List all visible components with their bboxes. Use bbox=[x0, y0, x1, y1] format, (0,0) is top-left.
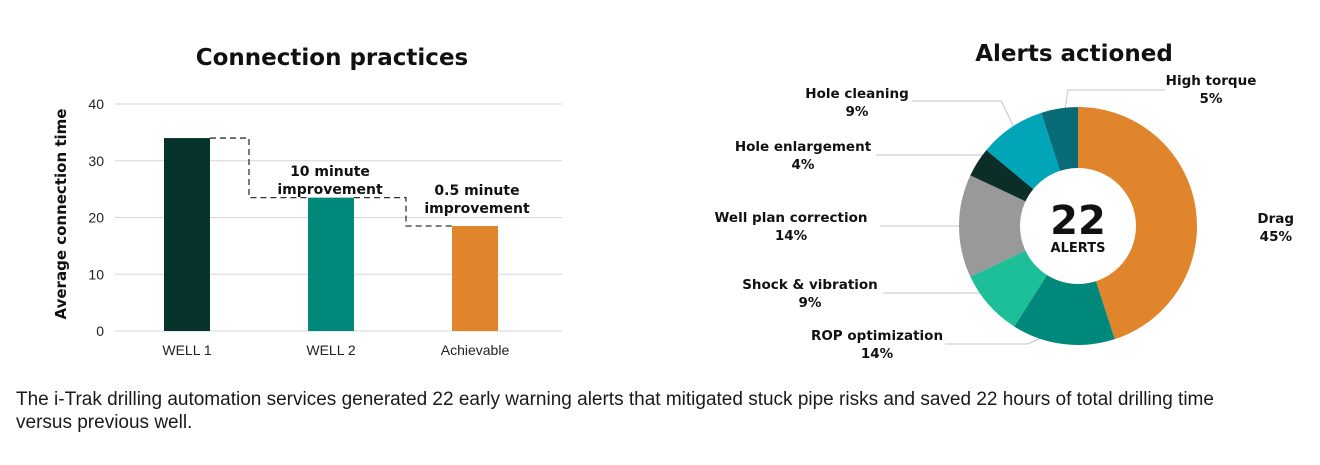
connection-practices-chart: Connection practices Average connection … bbox=[52, 45, 562, 358]
slice-label-pct: 45% bbox=[1260, 229, 1293, 245]
slice-label-name: Shock & vibration bbox=[742, 277, 878, 293]
annotation-1-line1: 10 minute bbox=[290, 164, 370, 180]
improvement-dashed-lines bbox=[210, 137, 452, 227]
y-tick-label: 30 bbox=[88, 153, 104, 169]
slice-label-name: Hole enlargement bbox=[735, 139, 872, 155]
bar-well-2 bbox=[308, 197, 354, 331]
bar-chart-title: Connection practices bbox=[196, 45, 469, 71]
slice-label-pct: 14% bbox=[861, 346, 894, 362]
y-tick-label: 10 bbox=[88, 266, 104, 282]
slice-rop-optimization bbox=[1014, 226, 1115, 346]
bar-series bbox=[164, 138, 498, 331]
bar-x-ticks: WELL 1 WELL 2 Achievable bbox=[162, 342, 509, 358]
donut-chart-title: Alerts actioned bbox=[975, 41, 1173, 67]
slice-drag bbox=[1078, 107, 1198, 340]
slice-label-pct: 5% bbox=[1200, 91, 1223, 107]
donut-center-value: 22 bbox=[1050, 198, 1106, 244]
slice-label-pct: 14% bbox=[775, 228, 808, 244]
x-tick-label: WELL 2 bbox=[306, 342, 355, 358]
y-tick-label: 40 bbox=[88, 96, 104, 112]
slice-label-pct: 9% bbox=[799, 295, 822, 311]
caption: The i-Trak drilling automation services … bbox=[16, 389, 1214, 433]
annotation-2-line1: 0.5 minute bbox=[434, 183, 519, 199]
slice-label-name: Well plan correction bbox=[715, 210, 868, 226]
x-tick-label: WELL 1 bbox=[162, 342, 211, 358]
alerts-actioned-chart: Alerts actioned 22 ALERTS Drag 45% ROP opt… bbox=[715, 41, 1294, 362]
slice-well-plan-correction bbox=[958, 175, 1078, 277]
annotation-2-line2: improvement bbox=[424, 201, 530, 217]
bar-y-ticks: 0 10 20 30 40 bbox=[88, 96, 104, 339]
donut-hole bbox=[1020, 168, 1136, 284]
slice-label-name: Drag bbox=[1257, 211, 1294, 227]
y-tick-label: 20 bbox=[88, 210, 104, 226]
slice-label-pct: 9% bbox=[846, 104, 869, 120]
slice-label-name: ROP optimization bbox=[811, 328, 943, 344]
bar-well-1 bbox=[164, 138, 210, 331]
charts-canvas: Connection practices Average connection … bbox=[52, 41, 1294, 362]
x-tick-label: Achievable bbox=[441, 342, 510, 358]
slice-label-pct: 4% bbox=[792, 157, 815, 173]
annotation-1-line2: improvement bbox=[277, 182, 383, 198]
donut-slices bbox=[958, 107, 1198, 346]
improvement-line-2 bbox=[354, 196, 452, 227]
slice-label-name: High torque bbox=[1166, 73, 1257, 89]
improvement-annotations: 10 minute improvement 0.5 minute improve… bbox=[277, 164, 530, 217]
bar-achievable bbox=[452, 226, 498, 331]
y-tick-label: 0 bbox=[96, 323, 104, 339]
slice-label-name: Hole cleaning bbox=[805, 86, 908, 102]
y-axis-label: Average connection time bbox=[52, 109, 70, 320]
slice-labels: Drag 45% ROP optimization 14% Shock & vibrat… bbox=[715, 73, 1294, 362]
donut-center-unit: ALERTS bbox=[1051, 241, 1106, 256]
